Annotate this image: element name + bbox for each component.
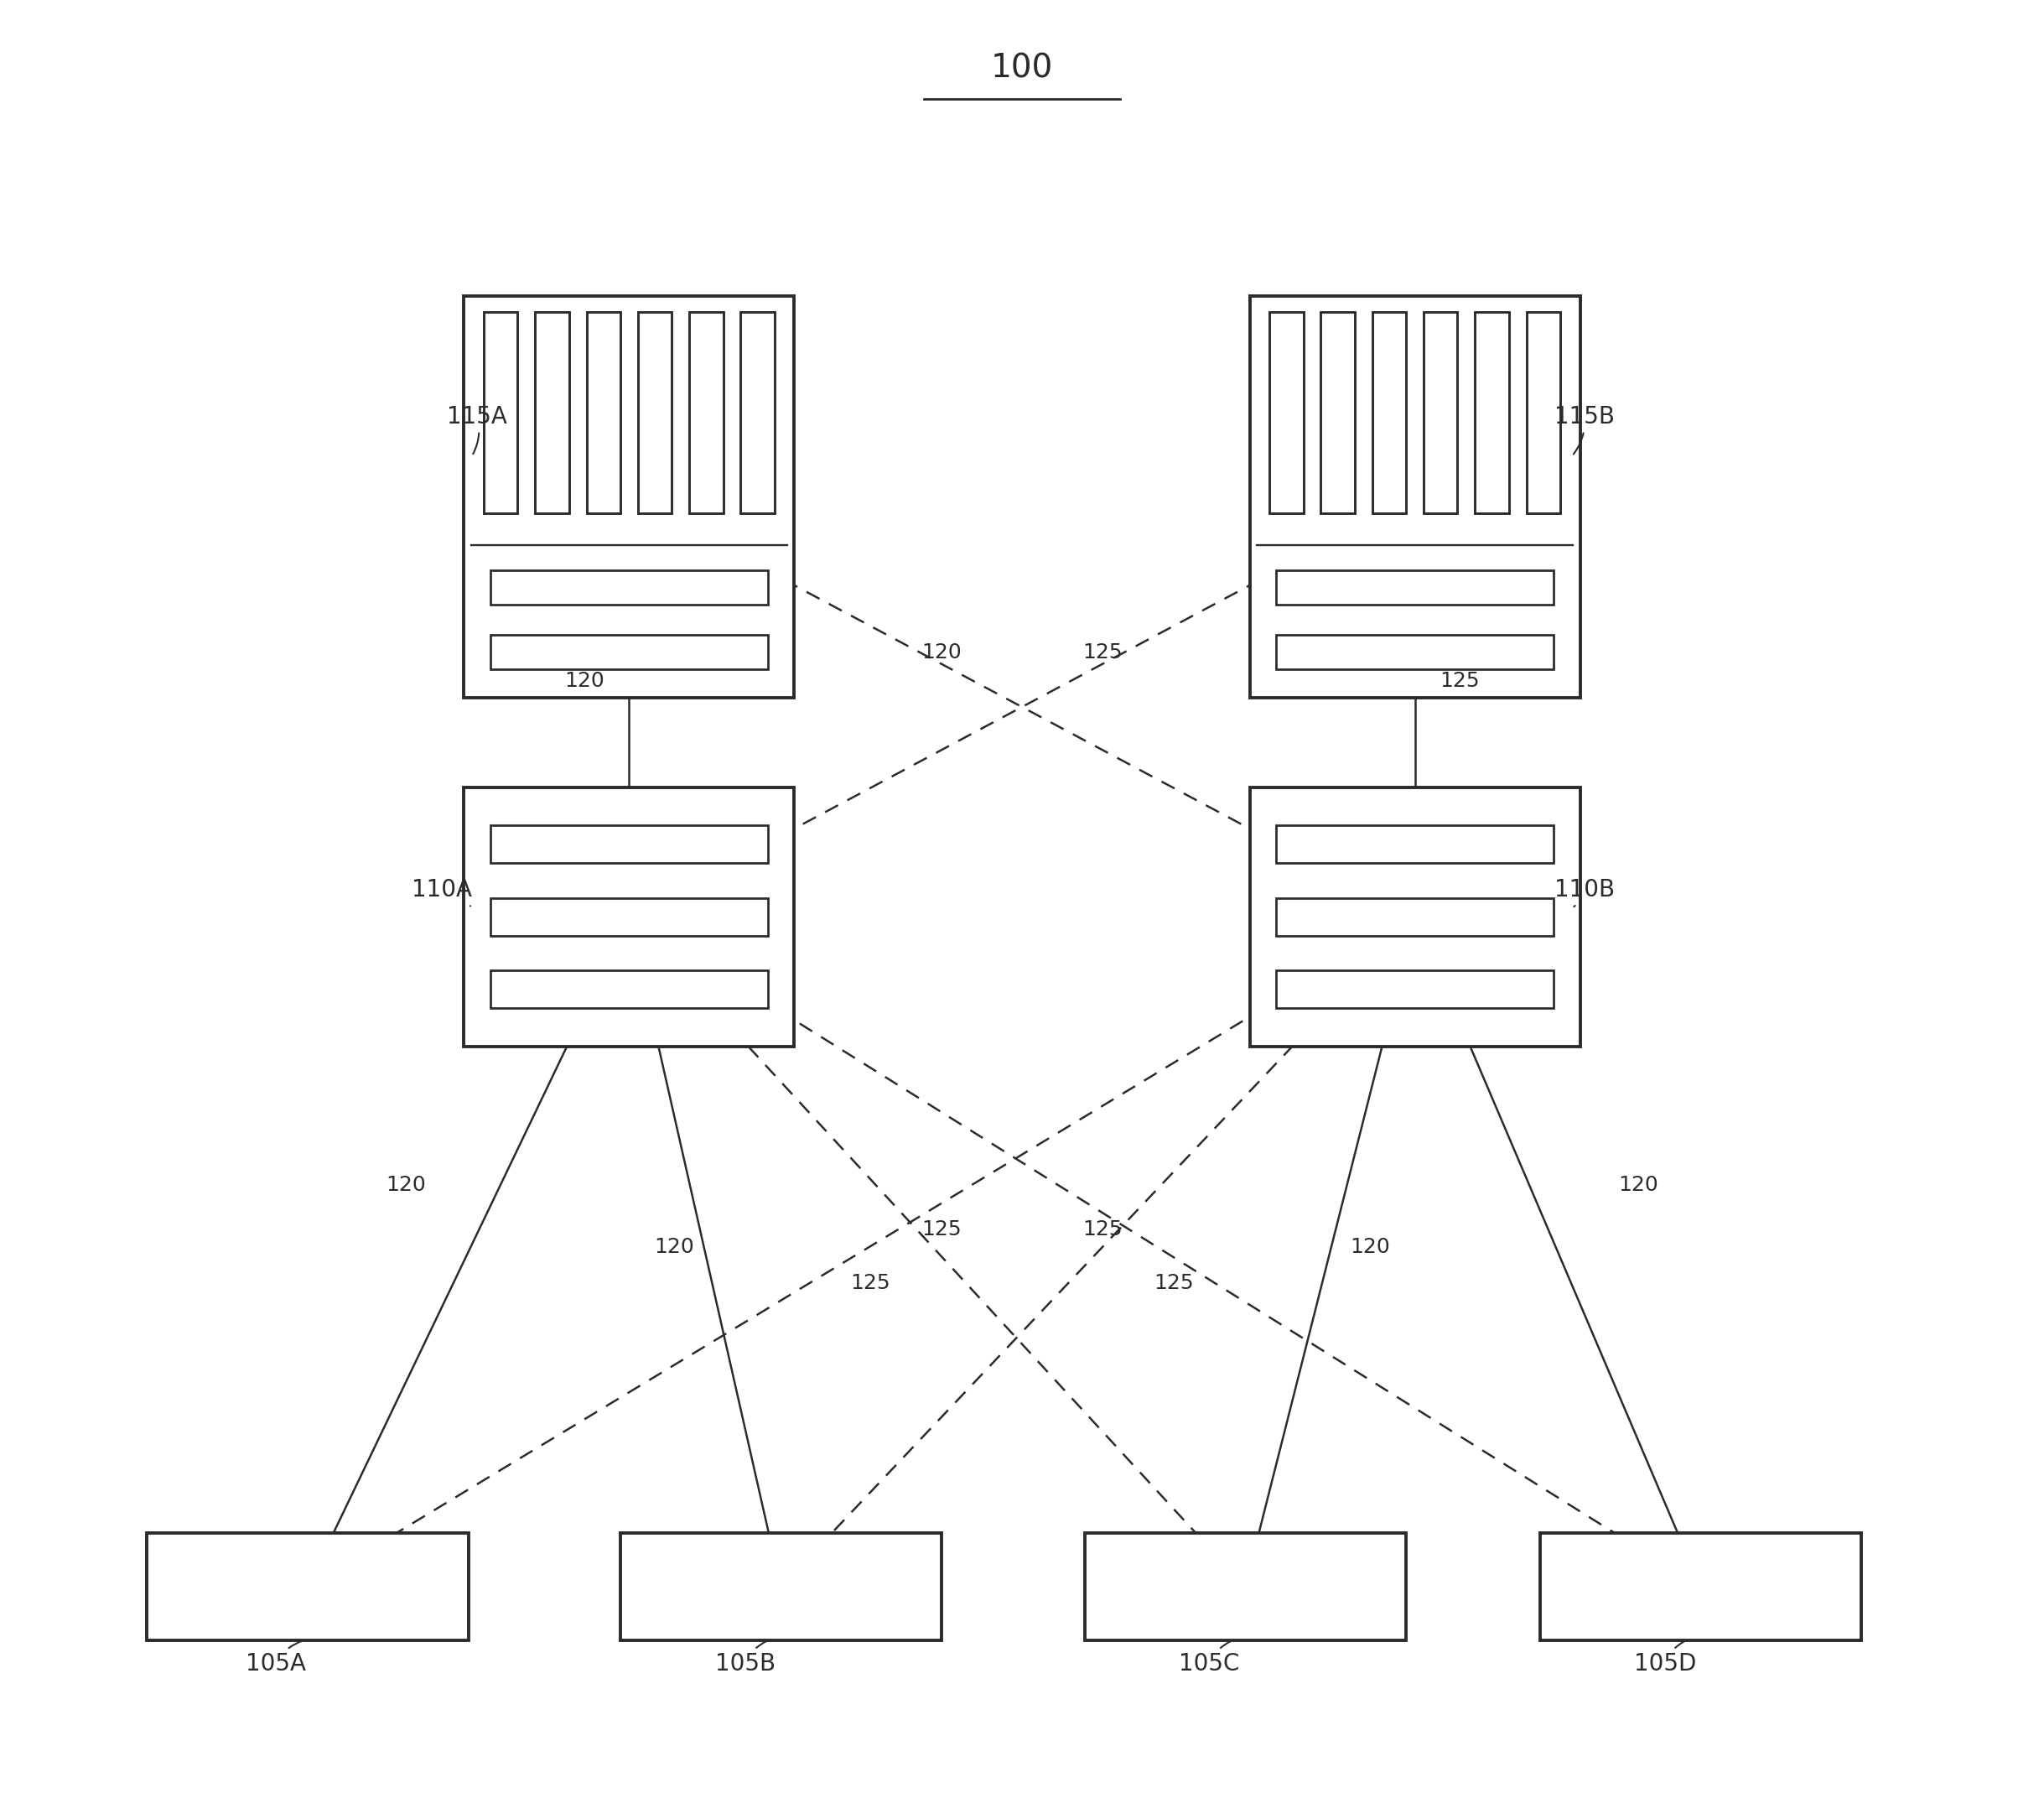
Text: 125: 125 bbox=[850, 1273, 891, 1293]
Bar bbox=[1269, 313, 1304, 512]
Bar bbox=[1275, 825, 1553, 863]
Bar bbox=[1085, 1534, 1406, 1640]
Text: 125: 125 bbox=[1083, 642, 1122, 662]
Bar bbox=[1249, 788, 1580, 1046]
Text: 115B: 115B bbox=[1553, 405, 1615, 455]
Bar bbox=[147, 1534, 468, 1640]
Bar bbox=[1275, 897, 1553, 935]
Text: 105C: 105C bbox=[1179, 1642, 1241, 1676]
Text: 125: 125 bbox=[1153, 1273, 1194, 1293]
Bar bbox=[638, 313, 672, 512]
Bar bbox=[1539, 1534, 1862, 1640]
Text: 125: 125 bbox=[922, 1219, 961, 1239]
Bar bbox=[1275, 971, 1553, 1009]
Bar bbox=[1372, 313, 1406, 512]
Bar bbox=[464, 788, 795, 1046]
Bar bbox=[1320, 313, 1355, 512]
Bar bbox=[1423, 313, 1457, 512]
Text: 120: 120 bbox=[654, 1237, 693, 1257]
Text: 110B: 110B bbox=[1553, 879, 1615, 906]
Text: 115A: 115A bbox=[448, 405, 507, 453]
Bar bbox=[491, 971, 769, 1009]
Bar bbox=[464, 297, 795, 698]
Bar bbox=[491, 825, 769, 863]
Bar bbox=[491, 570, 769, 604]
Text: 105A: 105A bbox=[245, 1642, 307, 1676]
Text: 120: 120 bbox=[564, 671, 605, 690]
Text: 110A: 110A bbox=[411, 879, 472, 906]
Text: 105D: 105D bbox=[1633, 1642, 1697, 1676]
Bar bbox=[1527, 313, 1560, 512]
Bar bbox=[1249, 297, 1580, 698]
Bar bbox=[491, 635, 769, 669]
Text: 100: 100 bbox=[991, 52, 1053, 85]
Bar bbox=[1275, 635, 1553, 669]
Text: 120: 120 bbox=[1351, 1237, 1390, 1257]
Text: 120: 120 bbox=[922, 642, 961, 662]
Bar bbox=[740, 313, 775, 512]
Text: 125: 125 bbox=[1439, 671, 1480, 690]
Text: 120: 120 bbox=[386, 1174, 425, 1196]
Text: 125: 125 bbox=[1083, 1219, 1122, 1239]
Bar bbox=[587, 313, 621, 512]
Text: 105B: 105B bbox=[715, 1642, 775, 1676]
Bar bbox=[1476, 313, 1508, 512]
Bar bbox=[491, 897, 769, 935]
Bar bbox=[536, 313, 568, 512]
Bar bbox=[619, 1534, 942, 1640]
Bar bbox=[1275, 570, 1553, 604]
Bar bbox=[689, 313, 724, 512]
Bar bbox=[484, 313, 517, 512]
Text: 120: 120 bbox=[1619, 1174, 1658, 1196]
